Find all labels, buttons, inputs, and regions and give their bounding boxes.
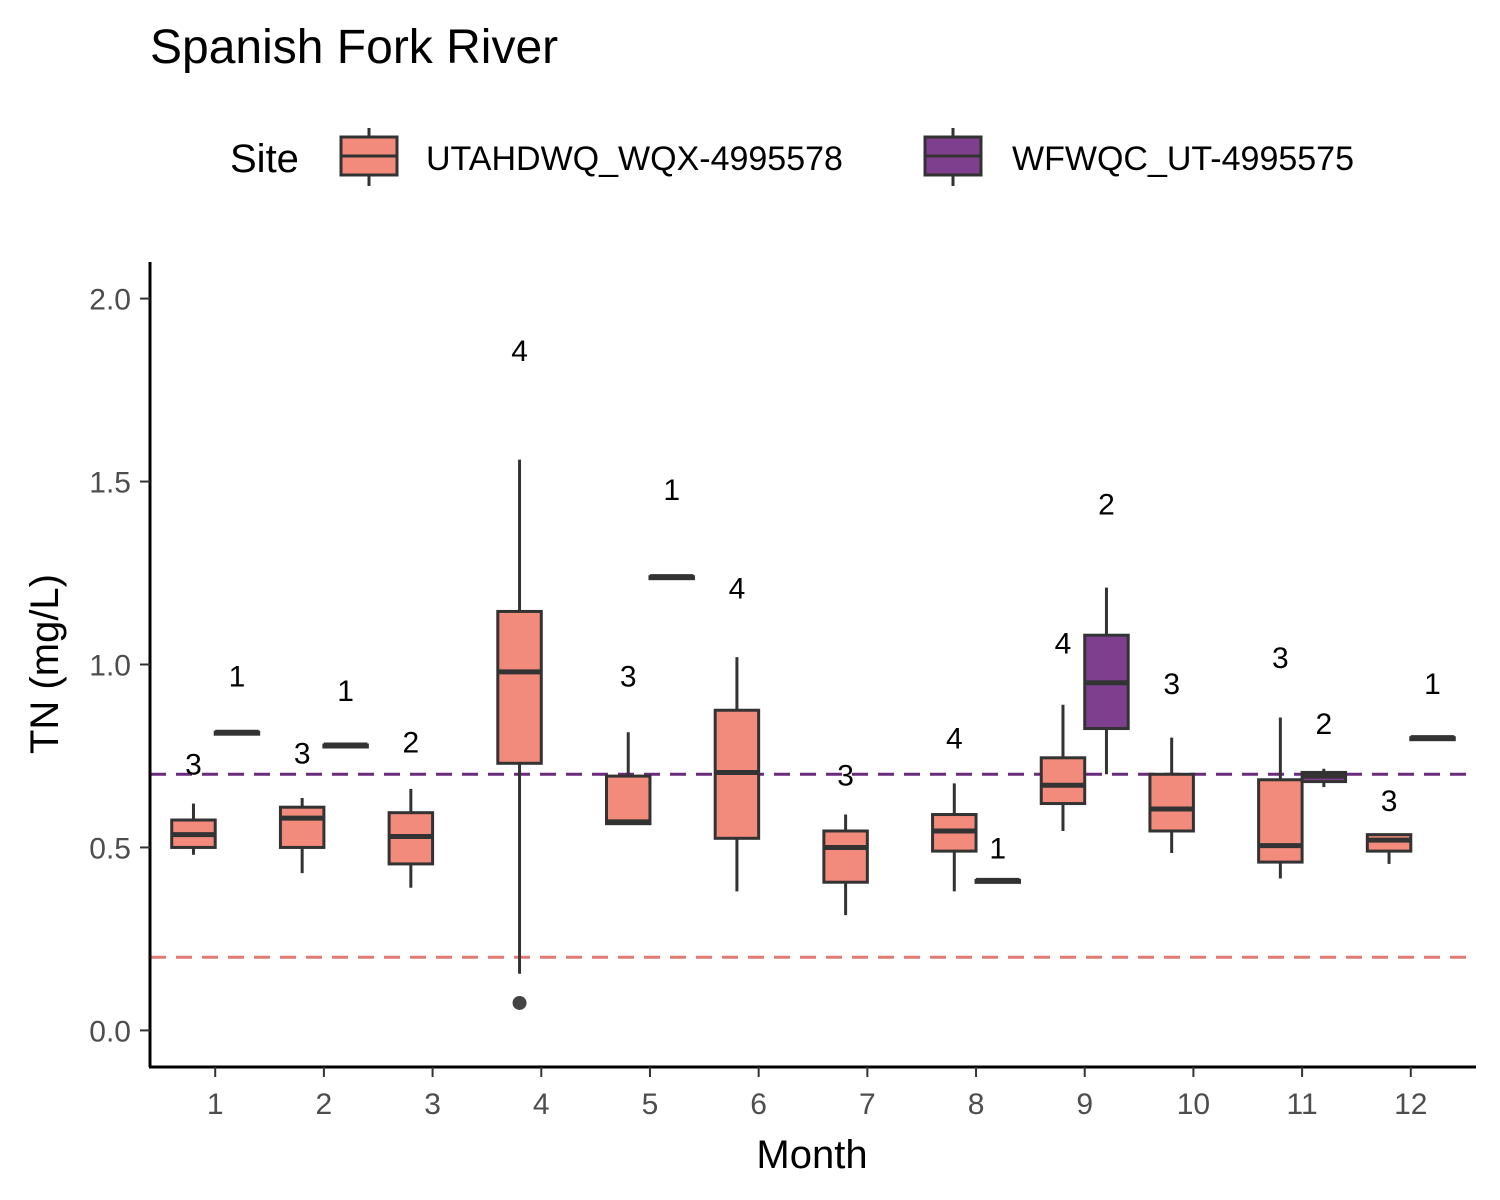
box-plot: 3 [822,759,869,916]
count-label: 3 [620,660,637,693]
x-tick-label: 4 [533,1088,550,1121]
count-label: 4 [511,335,528,368]
box-plot: 4 [931,723,978,892]
box-plot: 3 [1365,785,1413,864]
box-plot: 1 [1409,668,1456,742]
box [1257,778,1304,864]
y-tick-label: 0.0 [89,1015,131,1048]
box-plot: 2 [1300,708,1348,788]
x-tick-label: 3 [424,1088,441,1121]
legend-entries: UTAHDWQ_WQX-4995578 WFWQC_UT-4995575 [339,128,1354,186]
x-tick-label: 11 [1287,1088,1318,1121]
x-tick-label: 1 [207,1088,224,1121]
box-plot: 3 [278,737,326,874]
count-label: 1 [1424,668,1441,701]
x-tick-label: 5 [642,1088,659,1121]
count-label: 4 [729,573,746,606]
box-plot: 2 [387,726,435,888]
count-label: 3 [294,737,311,770]
x-tick-label: 12 [1394,1088,1427,1121]
legend: Site UTAHDWQ_WQX-4995578 WFWQC_UT-4995575 [230,128,1354,186]
box-plot: 3 [1148,668,1195,853]
count-label: 3 [1381,785,1398,818]
count-label: 2 [1098,489,1115,522]
y-tick-label: 2.0 [89,284,131,317]
box [496,609,543,765]
x-axis-ticks: 1 2 3 4 5 6 7 8 9 10 11 12 [207,1067,1427,1121]
x-axis-title: Month [756,1133,867,1177]
box-plot: 4 [1039,628,1087,831]
x-tick-label: 7 [859,1088,876,1121]
box-plot: 1 [213,660,261,736]
box [1365,833,1413,853]
chart-title: Spanish Fork River [150,21,558,74]
box-plot: 1 [648,474,695,581]
count-label: 3 [185,748,202,781]
count-label: 1 [337,675,354,708]
outlier-point [512,995,527,1010]
count-label: 3 [837,759,854,792]
legend-entry: UTAHDWQ_WQX-4995578 [339,128,843,186]
count-label: 2 [403,726,420,759]
box-plot: 3 [1257,642,1304,879]
legend-entry-label: WFWQC_UT-4995575 [1012,140,1354,178]
x-tick-label: 9 [1076,1088,1093,1121]
y-tick-label: 0.5 [89,832,131,865]
x-tick-label: 2 [316,1088,333,1121]
box-plot: 3 [170,748,217,855]
x-tick-label: 6 [750,1088,767,1121]
box [1148,772,1195,833]
legend-title: Site [230,137,299,181]
box [1039,756,1087,806]
box [604,774,652,826]
box-plot: 1 [322,675,369,749]
legend-entry-label: UTAHDWQ_WQX-4995578 [426,140,843,178]
box-plot: 2 [1083,489,1130,775]
box [822,829,869,884]
box-plot: 1 [974,832,1022,884]
box-plot: 4 [496,335,543,1010]
count-label: 3 [1272,642,1289,675]
y-axis-title: TN (mg/L) [23,574,67,754]
legend-entry: WFWQC_UT-4995575 [923,128,1354,186]
y-axis-ticks: 0.0 0.5 1.0 1.5 2.0 [89,284,150,1048]
box [278,805,326,849]
count-label: 2 [1315,708,1332,741]
box-plot: 3 [604,660,652,826]
count-label: 4 [946,723,963,756]
box-plot: 4 [713,573,761,892]
count-label: 4 [1055,628,1072,661]
count-label: 1 [663,474,680,507]
count-label: 1 [229,660,246,693]
x-tick-label: 10 [1177,1088,1210,1121]
y-tick-label: 1.0 [89,650,131,683]
x-tick-label: 8 [968,1088,985,1121]
count-label: 3 [1163,668,1180,701]
count-label: 1 [989,832,1006,865]
y-tick-label: 1.5 [89,467,131,500]
